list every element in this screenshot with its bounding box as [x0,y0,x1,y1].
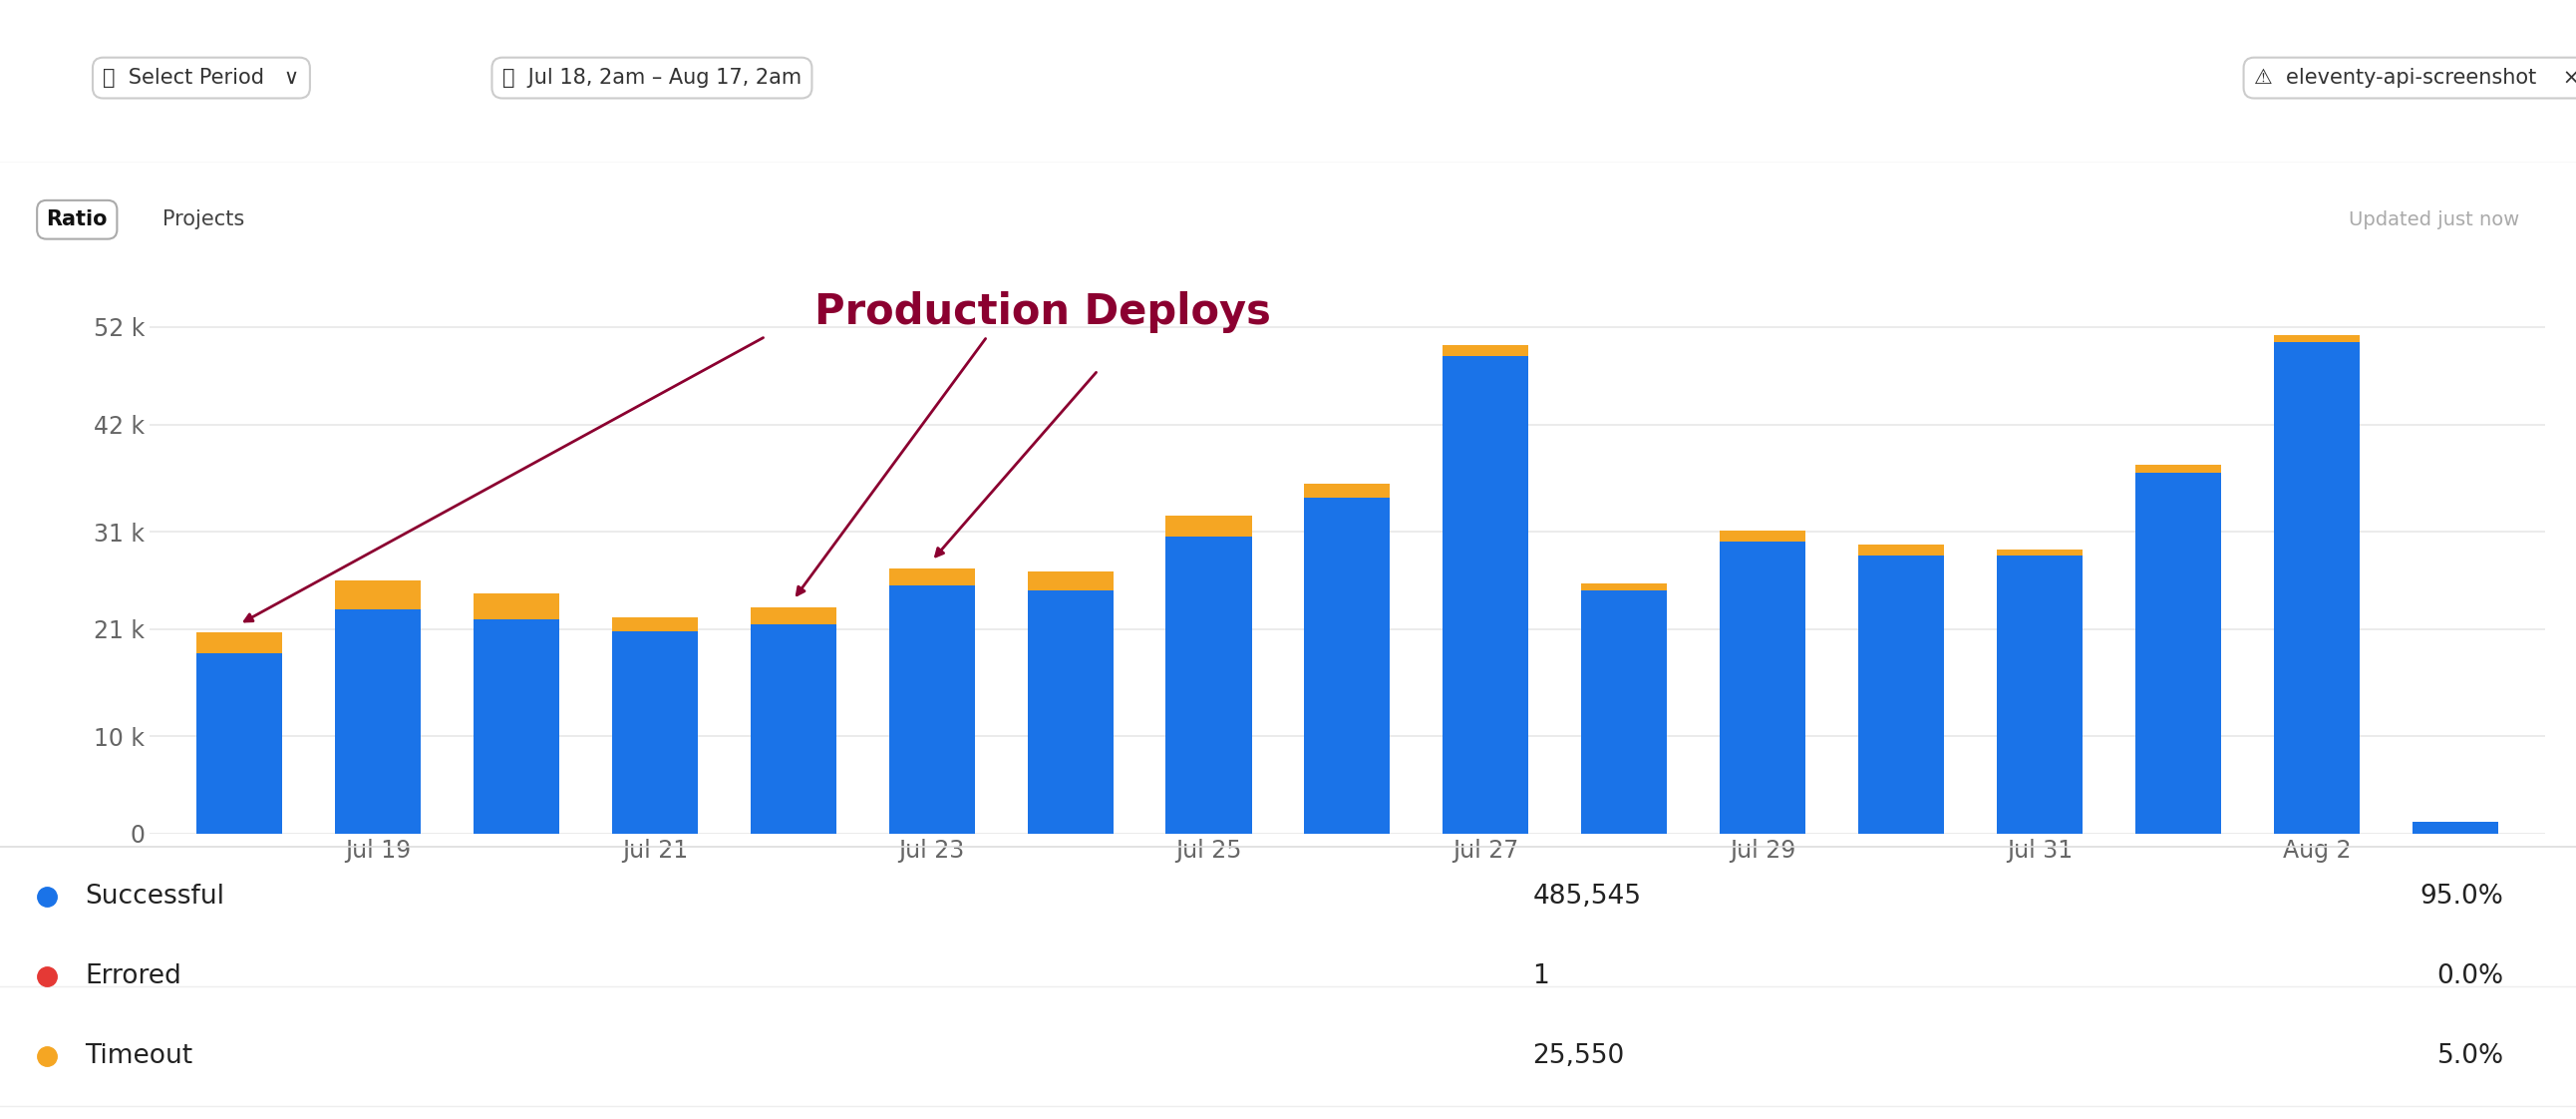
Bar [889,585,974,834]
Text: Production Deploys: Production Deploys [814,291,1270,333]
Bar [1303,498,1391,834]
Bar [474,619,559,834]
Text: 25,550: 25,550 [1533,1043,1625,1069]
Bar [196,653,283,834]
Text: ⏰  Select Period   ∨: ⏰ Select Period ∨ [103,68,299,88]
Text: Successful: Successful [85,884,224,910]
Text: 0.0%: 0.0% [2437,963,2504,989]
Bar [1303,483,1391,498]
Bar [1721,542,1806,834]
Bar [750,608,837,624]
Bar [1028,590,1113,834]
Bar [1443,356,1528,834]
Bar [2136,473,2221,834]
Bar [196,632,283,653]
Bar [1857,544,1945,556]
Bar [1721,530,1806,542]
Text: 1: 1 [1533,963,1548,989]
Text: 5.0%: 5.0% [2437,1043,2504,1069]
Bar [1167,536,1252,834]
Text: 95.0%: 95.0% [2421,884,2504,910]
Bar [1167,516,1252,536]
Bar [1443,346,1528,356]
Bar [1582,590,1667,834]
Text: Projects: Projects [162,209,245,229]
Bar [1996,549,2081,556]
Bar [1582,583,1667,590]
Bar [1028,572,1113,590]
Bar [613,618,698,631]
Text: 485,545: 485,545 [1533,884,1641,910]
Bar [2136,464,2221,473]
Bar [889,568,974,585]
Text: Errored: Errored [85,963,180,989]
Bar [335,581,420,610]
Bar [2275,341,2360,834]
Bar [1857,556,1945,834]
Bar [613,631,698,834]
Text: Updated just now: Updated just now [2349,210,2519,229]
Bar [2275,335,2360,341]
Bar [1996,556,2081,834]
Bar [335,610,420,834]
Text: Timeout: Timeout [85,1043,193,1069]
Text: Ratio: Ratio [46,209,108,229]
Bar [2411,822,2499,834]
Bar [750,624,837,834]
Text: ⚠️  eleventy-api-screenshot    ×: ⚠️ eleventy-api-screenshot × [2254,68,2576,88]
Text: 📅  Jul 18, 2am – Aug 17, 2am: 📅 Jul 18, 2am – Aug 17, 2am [502,68,801,88]
Bar [474,593,559,619]
